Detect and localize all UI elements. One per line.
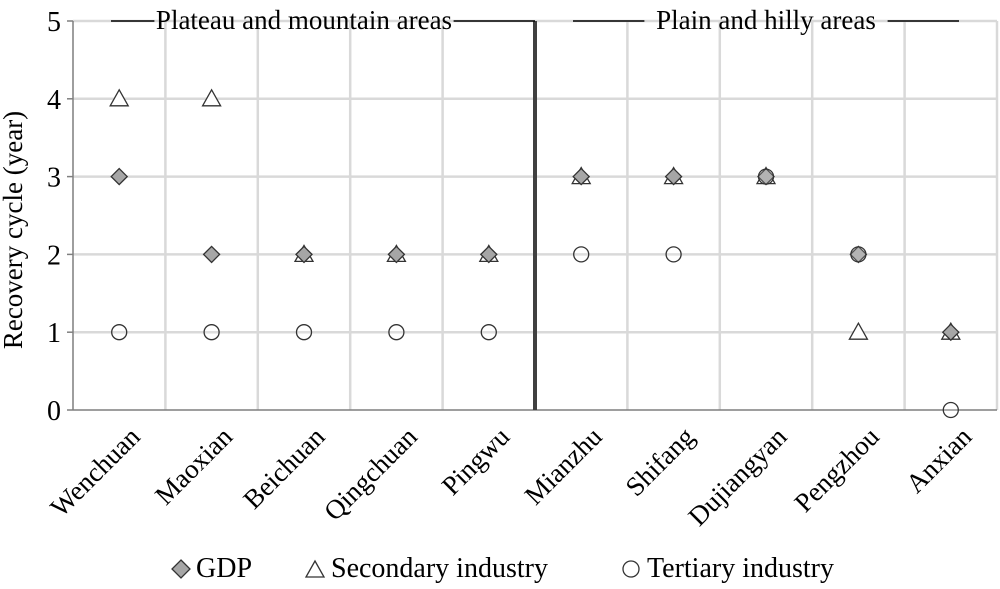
gdp-point — [110, 167, 129, 186]
gdp-point — [295, 245, 313, 264]
y-tick-label: 2 — [47, 240, 61, 271]
x-category-label: Wenchuan — [44, 421, 146, 523]
gdp-point — [664, 167, 683, 186]
legend-label-tertiary: Tertiary industry — [647, 553, 834, 584]
y-tick-label: 1 — [47, 318, 61, 349]
gdp-point — [941, 323, 960, 342]
tertiary-industry-point — [295, 324, 313, 341]
y-axis-title: Recovery cycle (year) — [0, 111, 28, 349]
y-tick-label: 5 — [47, 7, 61, 38]
gdp-point — [479, 245, 498, 264]
gdp-point — [387, 245, 406, 264]
data-markers — [109, 88, 961, 419]
x-category-label: Pingwu — [436, 421, 516, 501]
x-category-label: Anxian — [900, 421, 978, 499]
group-label: Plain and hilly areas — [656, 5, 876, 35]
axes — [67, 20, 997, 411]
legend-item-secondary: Secondary industry — [303, 553, 548, 585]
legend-item-gdp: GDP — [170, 553, 252, 585]
x-category-label: Dujiangyan — [682, 421, 793, 532]
gdp-point — [202, 245, 221, 264]
x-category-label: Mianzhu — [519, 421, 608, 510]
gdp-point — [572, 167, 591, 186]
legend-label-gdp: GDP — [196, 553, 253, 584]
tertiary-industry-point — [665, 246, 682, 263]
tertiary-industry-point — [203, 324, 220, 341]
x-category-label: Beichuan — [237, 421, 331, 515]
chart-plot: Recovery cycle (year) 0 1 2 3 4 5 Wenchuan Mao… — [0, 5, 999, 532]
x-category-label: Pengzhou — [788, 421, 885, 518]
legend: GDP Secondary industry Tertiary industry — [0, 553, 1000, 589]
y-tick-label: 4 — [47, 85, 61, 116]
group-label: Plateau and mountain areas — [156, 5, 452, 35]
legend-label-secondary: Secondary industry — [331, 553, 548, 584]
secondary-industry-point — [109, 88, 130, 107]
tertiary-industry-point — [480, 324, 497, 341]
secondary-industry-point — [848, 321, 869, 340]
secondary-industry-point — [201, 88, 222, 107]
circle-marker-icon — [622, 560, 640, 578]
diamond-marker-icon — [171, 559, 191, 579]
tertiary-industry-point — [111, 324, 128, 341]
tertiary-industry-point — [850, 246, 867, 263]
tertiary-industry-point — [942, 401, 959, 419]
group-labels: Plateau and mountain areas Plain and hill… — [111, 5, 959, 35]
y-tick-label: 3 — [47, 163, 61, 194]
tertiary-industry-point — [757, 168, 775, 185]
y-tick-labels: 0 1 2 3 4 5 — [47, 7, 61, 427]
y-tick-label: 0 — [47, 396, 61, 427]
x-category-label: Maoxian — [149, 421, 238, 510]
triangle-marker-icon — [304, 559, 326, 578]
x-category-label: Shifang — [620, 421, 701, 502]
tertiary-industry-point — [573, 246, 590, 263]
legend-item-tertiary: Tertiary industry — [619, 553, 834, 585]
tertiary-industry-point — [388, 324, 405, 341]
x-category-label: Qingchuan — [318, 421, 423, 526]
